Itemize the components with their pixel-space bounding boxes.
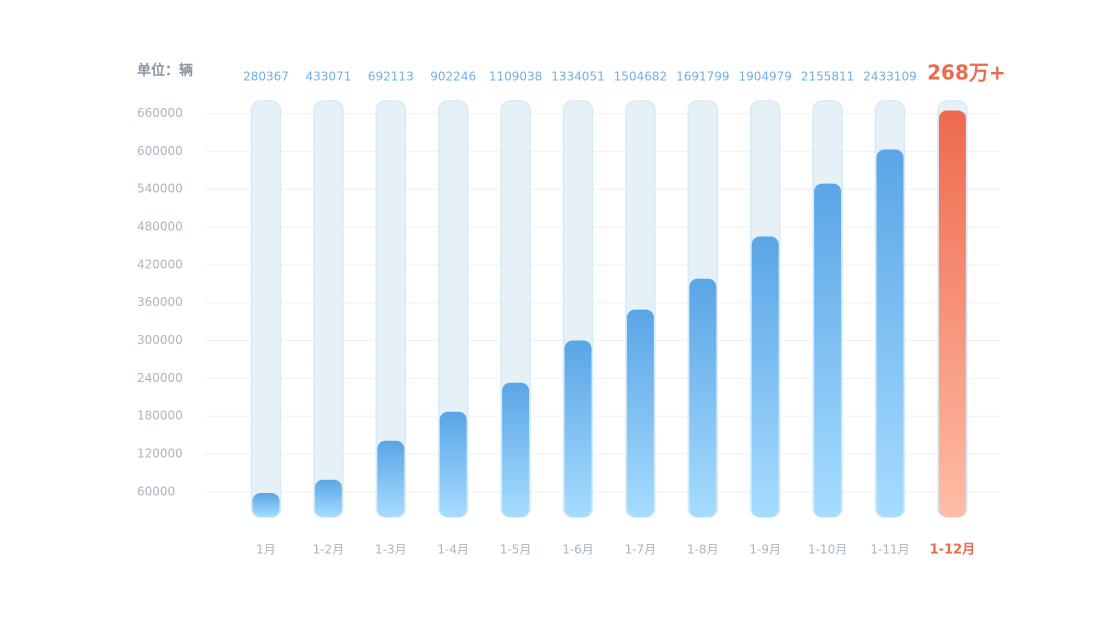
x-tick-label: 1-2月 bbox=[313, 543, 345, 557]
y-tick-label: 420000 bbox=[137, 257, 183, 271]
x-tick-label: 1-11月 bbox=[870, 543, 909, 557]
x-tick-label: 1月 bbox=[256, 543, 276, 557]
bar bbox=[314, 479, 342, 517]
top-label: 1504682 bbox=[614, 70, 667, 84]
y-tick-label: 120000 bbox=[137, 446, 183, 460]
top-label: 268万+ bbox=[927, 61, 1006, 85]
top-label: 2155811 bbox=[801, 70, 854, 84]
x-tick-label: 1-3月 bbox=[375, 543, 407, 557]
bar bbox=[377, 440, 405, 517]
x-tick-label: 1-10月 bbox=[808, 543, 847, 557]
bar bbox=[626, 309, 654, 517]
unit-label: 单位：辆 bbox=[137, 62, 193, 79]
bar bbox=[252, 493, 280, 517]
top-label: 1904979 bbox=[738, 70, 791, 84]
y-tick-label: 540000 bbox=[137, 182, 183, 196]
y-tick-label: 60000 bbox=[137, 484, 175, 498]
top-label: 2433109 bbox=[863, 70, 916, 84]
y-tick-label: 240000 bbox=[137, 371, 183, 385]
x-tick-label: 1-7月 bbox=[625, 543, 657, 557]
bar bbox=[751, 236, 779, 518]
y-tick-label: 600000 bbox=[137, 144, 183, 158]
bar-track bbox=[313, 100, 344, 518]
top-label: 433071 bbox=[305, 70, 351, 84]
x-tick-label: 1-5月 bbox=[500, 543, 532, 557]
top-label: 280367 bbox=[243, 70, 289, 84]
y-tick-label: 300000 bbox=[137, 333, 183, 347]
top-label: 902246 bbox=[430, 70, 476, 84]
top-label: 692113 bbox=[368, 70, 414, 84]
top-label: 1334051 bbox=[551, 70, 604, 84]
bar bbox=[564, 340, 592, 517]
x-tick-label: 1-6月 bbox=[562, 543, 594, 557]
bar bbox=[439, 411, 467, 517]
top-label: 1109038 bbox=[489, 70, 542, 84]
bar-track bbox=[250, 100, 282, 518]
y-tick-label: 660000 bbox=[137, 106, 183, 120]
x-tick-label: 1-12月 bbox=[930, 543, 976, 558]
bar bbox=[689, 278, 717, 517]
bar bbox=[938, 110, 966, 518]
x-tick-label: 1-9月 bbox=[749, 543, 781, 557]
bar bbox=[876, 149, 904, 518]
top-label: 1691799 bbox=[676, 70, 729, 84]
x-tick-label: 1-4月 bbox=[437, 543, 469, 557]
y-tick-label: 360000 bbox=[137, 295, 183, 309]
x-tick-label: 1-8月 bbox=[687, 543, 719, 557]
bar bbox=[814, 183, 842, 517]
y-tick-label: 180000 bbox=[137, 409, 183, 423]
bar bbox=[502, 382, 530, 517]
y-tick-label: 480000 bbox=[137, 220, 183, 234]
